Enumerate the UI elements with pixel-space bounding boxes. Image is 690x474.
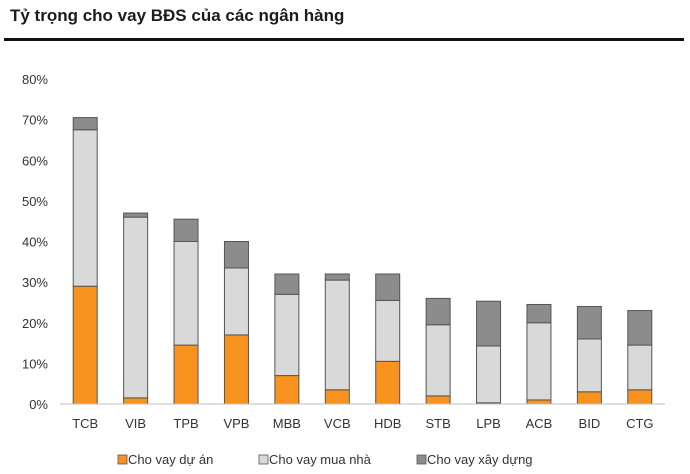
legend-swatch [117, 454, 128, 465]
bar-segment-vpb-s3 [223, 241, 249, 269]
bar-segment-hdb-s2 [375, 299, 401, 362]
y-tick-label: 30% [22, 275, 48, 290]
bar-stack-mbb [274, 273, 300, 405]
bar-stack-vpb [223, 241, 249, 405]
bar-segment-vcb-s2 [324, 279, 350, 391]
bar-stack-hdb [375, 273, 401, 405]
bar-segment-stb-s2 [425, 324, 451, 397]
bar-segment-vpb-s2 [223, 267, 249, 336]
bar-stack-vcb [324, 273, 350, 405]
bar-segment-mbb-s1 [274, 375, 300, 405]
bars-group [72, 117, 653, 405]
bar-segment-tcb-s3 [72, 117, 98, 131]
legend-item: Cho vay xây dựng [416, 452, 533, 467]
y-tick-label: 60% [22, 153, 48, 168]
bar-stack-ctg [627, 310, 653, 405]
x-tick-label: ACB [526, 416, 553, 431]
legend: Cho vay dự án Cho vay mua nhà Cho vay xây … [117, 452, 533, 467]
bar-segment-stb-s1 [425, 395, 451, 405]
bar-segment-vib-s1 [123, 397, 149, 405]
bar-stack-acb [526, 303, 552, 405]
bar-segment-bid-s2 [576, 338, 602, 393]
legend-item: Cho vay mua nhà [258, 452, 372, 467]
chart-title: Tỷ trọng cho vay BĐS của các ngân hàng [10, 6, 345, 25]
bar-segment-acb-s1 [526, 399, 552, 405]
x-tick-label: VCB [324, 416, 351, 431]
legend-swatch [258, 454, 269, 465]
x-tick-label: STB [425, 416, 450, 431]
x-tick-label: MBB [273, 416, 301, 431]
x-tick-label: CTG [626, 416, 653, 431]
y-axis: 0% 10% 20% 30% 40% 50% 60% 70% 80% [22, 72, 48, 412]
bar-segment-tcb-s1 [72, 285, 98, 405]
bar-segment-vib-s2 [123, 216, 149, 399]
legend-label: Cho vay dự án [128, 452, 213, 467]
x-tick-label: LPB [476, 416, 501, 431]
y-tick-label: 40% [22, 235, 48, 250]
y-tick-label: 20% [22, 316, 48, 331]
bar-stack-tpb [173, 218, 199, 405]
x-tick-label: BID [579, 416, 601, 431]
legend-label: Cho vay mua nhà [269, 452, 372, 467]
x-tick-label: HDB [374, 416, 401, 431]
bar-segment-lpb-s3 [476, 300, 502, 347]
bar-stack-stb [425, 297, 451, 405]
bar-stack-tcb [72, 117, 98, 405]
bar-segment-bid-s1 [576, 391, 602, 405]
bar-segment-ctg-s3 [627, 310, 653, 346]
bar-segment-acb-s2 [526, 322, 552, 401]
x-tick-label: VIB [125, 416, 146, 431]
y-tick-label: 50% [22, 194, 48, 209]
bar-stack-vib [123, 212, 149, 405]
x-tick-label: TCB [72, 416, 98, 431]
bar-segment-hdb-s1 [375, 360, 401, 405]
bar-segment-ctg-s1 [627, 389, 653, 405]
y-tick-label: 70% [22, 113, 48, 128]
title-divider [4, 38, 684, 41]
x-axis: TCB VIB TPB VPB MBB VCB HDB STB LPB ACB BID CTG [60, 403, 665, 431]
bar-segment-vcb-s3 [324, 273, 350, 281]
bar-segment-lpb-s2 [476, 345, 502, 404]
x-tick-label: VPB [223, 416, 249, 431]
y-tick-label: 10% [22, 356, 48, 371]
bar-stack-lpb [476, 300, 502, 405]
x-tick-label: TPB [173, 416, 198, 431]
bar-segment-mbb-s2 [274, 293, 300, 377]
bar-segment-stb-s3 [425, 297, 451, 326]
bar-segment-vpb-s1 [223, 334, 249, 405]
bar-segment-tpb-s1 [173, 344, 199, 405]
legend-swatch [416, 454, 427, 465]
bar-segment-mbb-s3 [274, 273, 300, 295]
y-tick-label: 80% [22, 72, 48, 87]
bar-segment-tpb-s3 [173, 218, 199, 242]
bar-segment-tcb-s2 [72, 129, 98, 287]
bar-segment-ctg-s2 [627, 344, 653, 391]
y-tick-label: 0% [29, 397, 48, 412]
legend-label: Cho vay xây dựng [427, 452, 533, 467]
bar-segment-acb-s3 [526, 303, 552, 324]
bar-segment-vib-s3 [123, 212, 149, 218]
bar-segment-hdb-s3 [375, 273, 401, 301]
bar-stack-bid [576, 306, 602, 405]
legend-item: Cho vay dự án [117, 452, 213, 467]
bar-segment-vcb-s1 [324, 389, 350, 405]
bar-segment-bid-s3 [576, 306, 602, 340]
bar-segment-tpb-s2 [173, 241, 199, 346]
